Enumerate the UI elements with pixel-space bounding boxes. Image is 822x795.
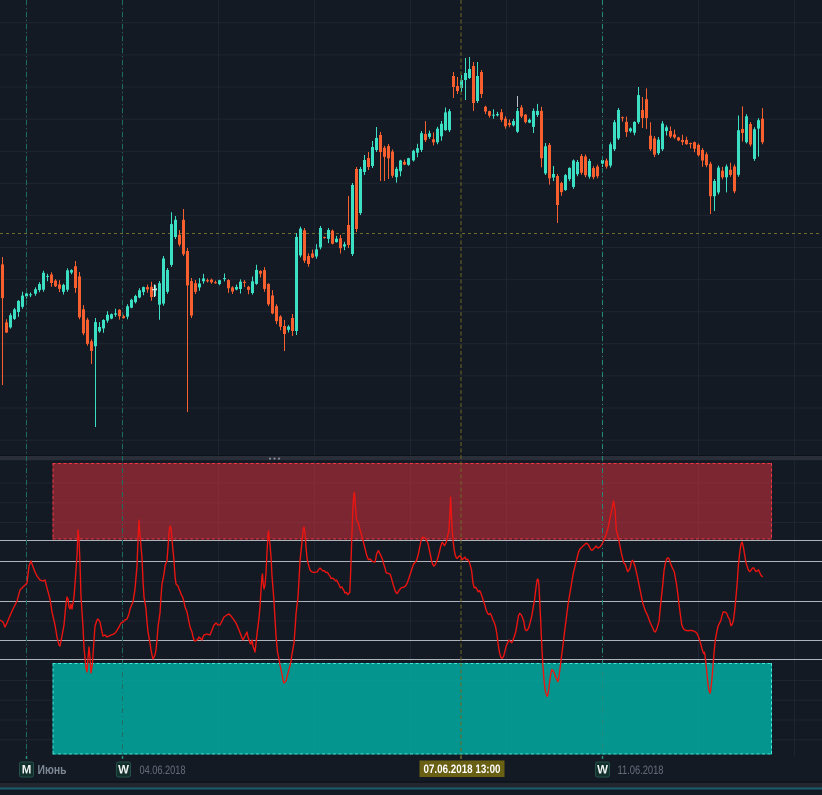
svg-text:M: M: [22, 765, 32, 777]
svg-text:07.06.2018 13:00: 07.06.2018 13:00: [424, 764, 501, 776]
svg-text:Июнь: Июнь: [38, 763, 67, 777]
svg-text:04.06.2018: 04.06.2018: [140, 765, 186, 777]
svg-text:W: W: [118, 765, 129, 777]
svg-text:11.06.2018: 11.06.2018: [618, 765, 664, 777]
svg-text:W: W: [597, 765, 608, 777]
